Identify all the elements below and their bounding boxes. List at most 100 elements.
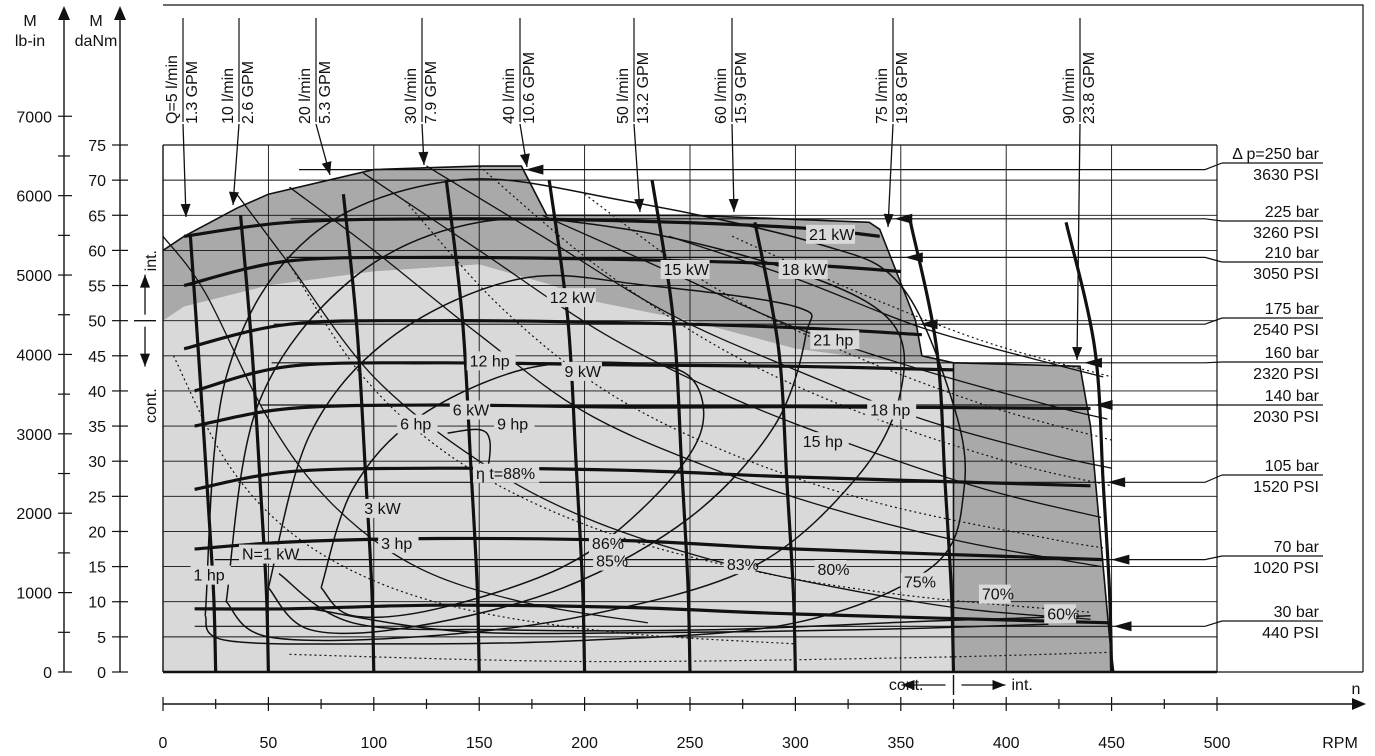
pressure-arrow-6 [1107,477,1126,488]
efficiency-label-4: 80% [817,562,849,579]
efficiency-label-bg-2 [593,551,625,571]
danm-tick-label-50: 50 [88,314,106,331]
flow-gpm-label-0: 1.3 GPM [184,61,201,124]
power-hp-label-bg-5 [799,432,849,452]
lbin-tick-label-5000: 5000 [16,268,52,285]
flow-lpm-label-1: 10 l/min [220,68,237,124]
rpm-axis-name: n [1352,681,1361,698]
flow-lpm-label-3: 30 l/min [403,68,420,124]
power-hp-label-1: 3 hp [381,536,412,553]
lbin-tick-label-4000: 4000 [16,347,52,364]
speed-int-arrow-head [992,680,1006,690]
efficiency-contour-2 [267,274,813,635]
power-kw-label-bg-4 [546,288,596,308]
power-kw-label-bg-5 [660,259,710,279]
pressure-bar-label-7: 70 bar [1274,539,1320,556]
danm-tick-label-10: 10 [88,595,106,612]
flow-curve-4 [547,179,587,673]
lbin-axis-unit: lb-in [15,33,45,50]
pressure-bar-label-6: 105 bar [1265,458,1320,475]
lbin-tick-label-2000: 2000 [16,506,52,523]
flow-curve-8 [1064,221,1114,673]
power-dotted-curve-2 [404,200,1112,550]
pressure-arrow-3 [919,319,938,330]
danm-tick-label-30: 30 [88,454,106,471]
pressure-arrow-1 [894,213,913,224]
flow-lpm-label-4: 40 l/min [501,68,518,124]
flow-arrow-2-head [321,161,332,175]
pressure-psi-label-1: 3260 PSI [1253,225,1319,242]
rpm-tick-label-200: 200 [571,735,598,752]
power-kw-label-0: N=1 kW [242,547,300,564]
power-hp-label-3: 9 hp [497,417,528,434]
power-hp-label-bg-7 [810,330,860,350]
efficiency-contour-5 [278,572,1091,632]
flow-curve-6 [753,222,797,673]
power-kw-label-4: 12 kW [550,290,596,307]
pressure-bar-label-4: 160 bar [1265,345,1320,362]
flow-arrow-6-line [731,123,735,213]
efficiency-label-bg-4 [814,560,847,580]
power-hp-label-bg-0 [190,565,231,585]
pressure-bar-label-8: 30 bar [1274,604,1320,621]
danm-tick-label-35: 35 [88,419,106,436]
power-hp-label-bg-2 [397,414,438,434]
flow-gpm-label-2: 5.3 GPM [317,61,334,124]
efficiency-label-bg-0 [472,463,540,483]
danm-tick-label-15: 15 [88,560,106,577]
torque-cont-arrow-head [140,353,150,367]
rpm-tick-label-250: 250 [677,735,704,752]
pressure-leader-3 [273,317,1223,325]
pressure-arrow-4 [1083,357,1102,368]
flow-gpm-label-6: 15.9 GPM [733,52,750,124]
flow-lpm-label-7: 75 l/min [874,68,891,124]
flow-arrow-8-line [1076,123,1081,361]
efficiency-label-bg-5 [900,572,933,592]
flow-lpm-label-8: 90 l/min [1061,68,1078,124]
lbin-tick-label-6000: 6000 [16,189,52,206]
efficiency-label-7: 60% [1047,606,1079,623]
rpm-axis-arrow [1352,698,1366,710]
pressure-bar-label-2: 210 bar [1265,245,1320,262]
lbin-tick-label-1000: 1000 [16,586,52,603]
pressure-arrow-5 [1094,400,1113,410]
flow-gpm-label-8: 23.8 GPM [1081,52,1098,124]
power-kw-label-bg-7 [806,224,856,244]
efficiency-label-6: 70% [982,587,1014,604]
flow-lpm-label-5: 50 l/min [615,68,632,124]
pressure-bar-label-0: Δ p=250 bar [1232,146,1319,163]
efficiency-label-0: η t=88% [476,466,535,483]
flow-gpm-label-5: 13.2 GPM [635,52,652,124]
flow-lpm-label-0: Q=5 l/min [164,55,181,124]
danm-axis-arrow [114,6,126,20]
pressure-psi-label-7: 1020 PSI [1253,560,1319,577]
power-kw-label-5: 15 kW [664,262,710,279]
power-hp-label-4: 12 hp [470,353,510,370]
chart-labels: 0510152025303540455055606570750100020003… [15,13,1361,752]
pressure-leader-2 [286,256,1223,263]
rpm-tick-label-450: 450 [1098,735,1125,752]
pressure-leader-7 [214,555,1223,561]
danm-tick-label-55: 55 [88,279,106,296]
rpm-tick-label-500: 500 [1204,735,1231,752]
power-curve-1 [236,193,1091,620]
rpm-tick-label-400: 400 [993,735,1020,752]
pressure-curve-3 [194,361,954,393]
pressure-arrow-2 [904,252,923,263]
pressure-curve-5 [194,466,1091,491]
efficiency-label-bg-7 [1044,604,1077,624]
flow-lpm-label-6: 60 l/min [713,68,730,124]
danm-tick-label-45: 45 [88,349,106,366]
flow-arrow-1-line [232,123,240,206]
pressure-leader-8 [194,620,1223,627]
power-hp-label-bg-6 [867,400,917,420]
rpm-tick-label-100: 100 [360,735,387,752]
power-dotted-curve-6 [289,651,1112,663]
pressure-psi-label-5: 2030 PSI [1253,409,1319,426]
danm-tick-label-40: 40 [88,384,106,401]
flow-gpm-label-7: 19.8 GPM [894,52,911,124]
pressure-psi-label-3: 2540 PSI [1253,322,1319,339]
power-hp-label-bg-1 [378,534,419,554]
power-kw-label-bg-2 [449,400,491,420]
power-kw-label-bg-3 [561,361,602,381]
